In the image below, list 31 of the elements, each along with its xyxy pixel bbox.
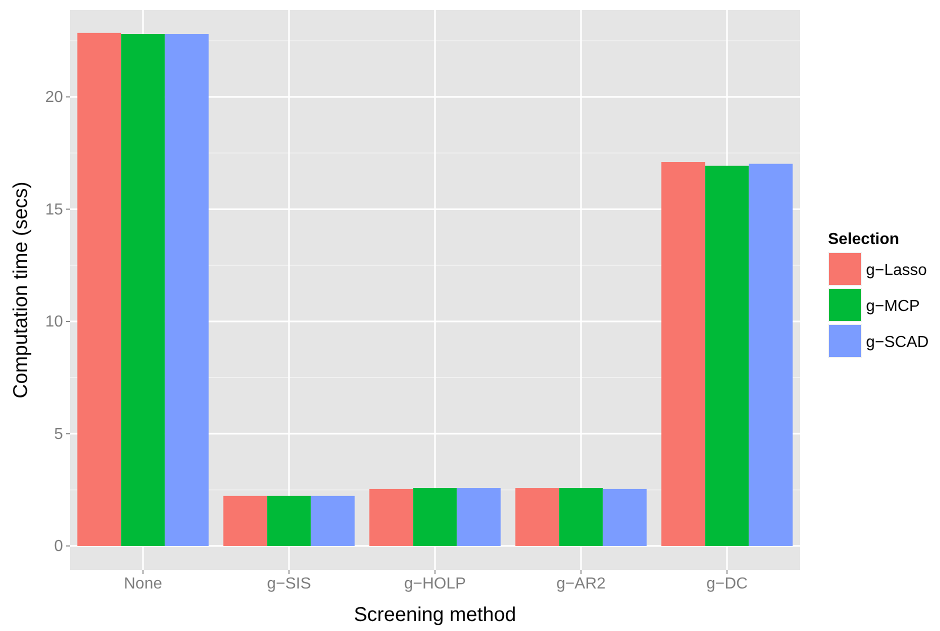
y-axis-title: Computation time (secs): [10, 182, 32, 398]
bar: [223, 496, 268, 546]
x-tick-label: g−DC: [706, 575, 748, 592]
bar: [121, 34, 165, 546]
bar: [369, 488, 414, 546]
x-tick-label: g−HOLP: [404, 575, 466, 592]
bar: [748, 164, 793, 546]
bar: [705, 166, 749, 546]
bar: [456, 488, 501, 546]
x-tick-label: g−AR2: [556, 575, 606, 592]
legend-title: Selection: [828, 231, 900, 248]
bar: [164, 34, 209, 546]
legend-label: g−Lasso: [866, 262, 928, 279]
bar: [661, 162, 706, 546]
legend-label: g−SCAD: [866, 334, 929, 351]
legend-label: g−MCP: [866, 298, 920, 315]
x-tick-label: g−SIS: [266, 575, 312, 592]
bar: [77, 32, 122, 546]
bar: [267, 496, 311, 546]
y-tick-label: 5: [54, 426, 64, 443]
bar: [515, 488, 560, 546]
x-tick-label: None: [124, 575, 162, 592]
bar: [602, 488, 647, 546]
bar: [413, 488, 457, 546]
bar: [559, 488, 603, 546]
y-tick-label: 0: [54, 538, 64, 556]
bar: [310, 496, 355, 546]
y-tick-label: 20: [45, 89, 64, 106]
x-axis-title: Screening method: [354, 604, 516, 626]
y-tick-label: 15: [45, 201, 64, 218]
y-tick-label: 10: [45, 314, 64, 331]
